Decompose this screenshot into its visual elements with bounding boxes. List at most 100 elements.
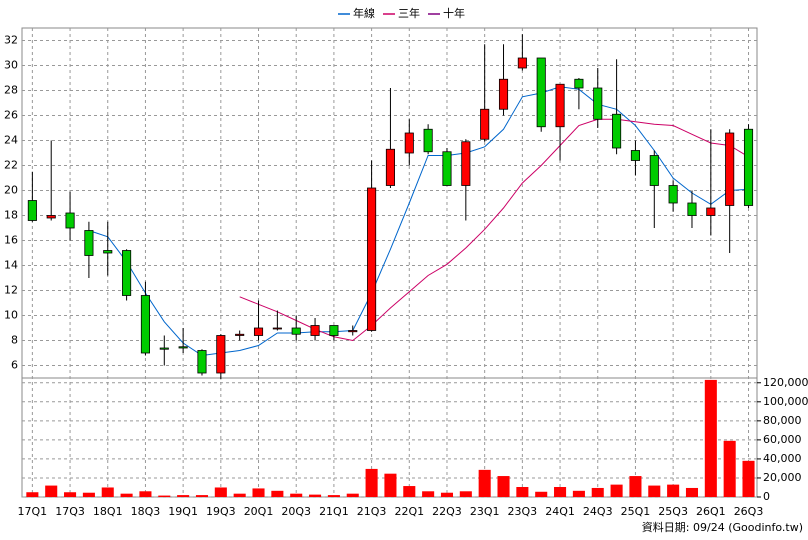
- y-tick-label: 22: [4, 159, 18, 172]
- y-tick-label: 14: [4, 259, 18, 272]
- x-tick-label: 18Q1: [93, 505, 123, 518]
- candle-body: [630, 150, 640, 161]
- volume-bar: [742, 460, 755, 497]
- volume-bar: [403, 486, 416, 497]
- candle-body: [612, 113, 622, 149]
- volume-bar: [384, 473, 397, 497]
- candle-body: [178, 346, 188, 349]
- volume-bar: [667, 484, 680, 497]
- candle-body: [743, 128, 754, 206]
- footer: 資料日期: 09/24 (Goodinfo.tw): [642, 520, 803, 534]
- candle-body: [310, 325, 320, 336]
- y-tick-label: 28: [4, 84, 18, 97]
- candle-body: [687, 202, 697, 216]
- candle-body: [385, 148, 395, 186]
- y-tick-label: 26: [4, 109, 18, 122]
- x-tick-label: 22Q3: [432, 505, 462, 518]
- volume-bar: [64, 492, 77, 497]
- y-tick-label: 20: [4, 184, 18, 197]
- x-tick-label: 23Q1: [470, 505, 500, 518]
- candle-body: [159, 347, 169, 350]
- candle-body: [555, 83, 565, 128]
- volume-bar: [177, 495, 190, 497]
- candle-body: [46, 215, 56, 219]
- y2-tick-label: 0: [763, 490, 770, 503]
- x-tick-label: 22Q1: [394, 505, 424, 518]
- candle-body: [272, 327, 282, 330]
- volume-bar: [440, 492, 454, 497]
- volume-bar: [535, 491, 548, 497]
- volume-bar: [271, 490, 284, 497]
- candle-body: [536, 57, 546, 128]
- candle-body: [668, 185, 678, 204]
- candle-body: [216, 335, 226, 374]
- legend-label: 年線: [353, 6, 375, 20]
- y2-tick-label: 20,000: [763, 471, 802, 484]
- candle-body: [706, 207, 716, 216]
- legend-label: 三年: [398, 6, 420, 20]
- candle-body: [404, 132, 414, 154]
- volume-bar: [685, 487, 699, 497]
- volume-bar: [158, 495, 171, 497]
- volume-bar: [309, 494, 322, 497]
- ma-line: [239, 118, 749, 342]
- volume-bar: [554, 487, 567, 497]
- x-tick-label: 18Q3: [131, 505, 161, 518]
- x-tick-label: 19Q1: [168, 505, 198, 518]
- candle-body: [498, 78, 509, 110]
- x-tick-label: 23Q3: [508, 505, 538, 518]
- candle-body: [103, 250, 113, 254]
- volume-bar: [82, 492, 95, 497]
- volume-bar: [139, 491, 152, 497]
- volume-bar: [459, 491, 472, 497]
- y-tick-label: 10: [4, 309, 18, 322]
- volume-bar: [629, 476, 642, 497]
- plot-frame: [21, 27, 758, 498]
- volume-bar: [572, 490, 585, 497]
- candle-body: [480, 108, 490, 140]
- y-tick-label: 30: [4, 59, 18, 72]
- x-tick-label: 21Q3: [357, 505, 387, 518]
- candle-body: [442, 151, 452, 186]
- candle-body: [593, 87, 603, 120]
- volume-bar: [252, 488, 265, 497]
- candle-body: [140, 295, 150, 354]
- volume-bar: [365, 468, 378, 497]
- candle-body: [253, 327, 264, 336]
- volume-bar: [327, 495, 340, 497]
- y-tick-label: 8: [11, 334, 18, 347]
- candle-body: [27, 200, 37, 221]
- volume-bar: [591, 487, 604, 497]
- y-tick-label: 6: [11, 359, 18, 372]
- candle-body: [329, 325, 339, 336]
- volume-bar: [610, 484, 623, 497]
- y-tick-label: 32: [4, 34, 18, 47]
- x-tick-label: 26Q3: [734, 505, 764, 518]
- volume-bar: [346, 493, 359, 497]
- y2-tick-label: 80,000: [763, 414, 802, 427]
- x-tick-label: 20Q1: [244, 505, 274, 518]
- volume-bar: [704, 379, 717, 497]
- candle-body: [574, 78, 584, 89]
- x-tick-label: 24Q1: [545, 505, 575, 518]
- y2-tick-label: 40,000: [763, 452, 802, 465]
- x-tick-label: 20Q3: [281, 505, 311, 518]
- candle-body: [367, 187, 377, 331]
- x-tick-label: 25Q1: [621, 505, 651, 518]
- x-tick-label: 25Q3: [658, 505, 688, 518]
- volume-bar: [120, 493, 133, 497]
- x-tick-label: 21Q1: [319, 505, 349, 518]
- candle-body: [423, 128, 433, 153]
- volume-bar: [478, 469, 491, 497]
- volume-bar: [101, 487, 114, 497]
- y2-tick-label: 120,000: [763, 376, 808, 389]
- x-tick-label: 24Q3: [583, 505, 613, 518]
- candle-body: [649, 155, 659, 186]
- x-tick-label: 17Q3: [55, 505, 85, 518]
- candle-body: [517, 57, 527, 69]
- volume-bar: [516, 487, 529, 497]
- y-tick-label: 16: [4, 234, 18, 247]
- candle-body: [725, 132, 735, 206]
- volume-bar: [233, 493, 246, 497]
